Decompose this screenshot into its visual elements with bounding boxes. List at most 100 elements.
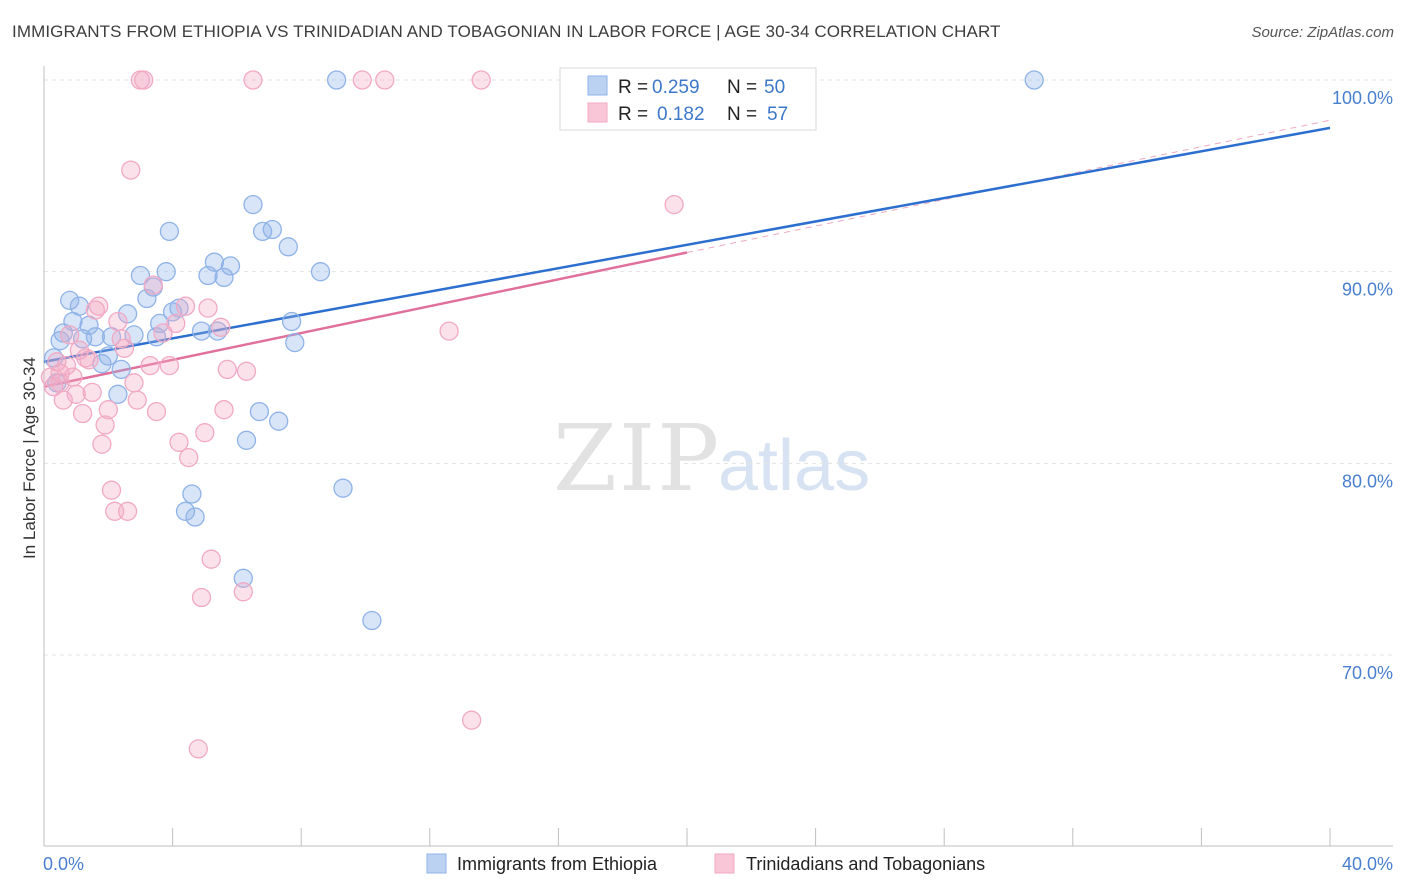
- point-ethiopia: [236, 430, 257, 450]
- watermark-atlas: atlas: [718, 426, 870, 506]
- point-trinidad: [89, 296, 109, 316]
- point-trinidad: [117, 501, 138, 521]
- point-trinidad: [169, 432, 189, 452]
- point-trinidad: [56, 355, 77, 376]
- point-trinidad: [188, 739, 208, 759]
- point-ethiopia: [262, 219, 282, 240]
- point-ethiopia: [233, 568, 253, 588]
- point-ethiopia: [60, 290, 80, 311]
- legend-r-label-2: R =: [618, 104, 653, 125]
- trend-line-ethiopia: [43, 126, 1331, 363]
- point-trinidad: [92, 434, 112, 454]
- watermark-zip: ZIP: [553, 405, 721, 512]
- y-tick-label-80: 80.0%: [1342, 471, 1393, 491]
- y-tick-label-70: 70.0%: [1342, 663, 1393, 683]
- point-trinidad: [175, 296, 196, 316]
- point-ethiopia: [124, 325, 144, 345]
- point-trinidad: [98, 400, 118, 420]
- point-trinidad: [352, 70, 372, 90]
- legend-swatch-trinidad: [587, 102, 608, 123]
- point-trinidad: [153, 323, 173, 343]
- stats-legend: R = 0.259 N = 50 R = 0.182 N = 57: [559, 67, 817, 131]
- point-ethiopia: [98, 346, 118, 366]
- point-trinidad: [198, 298, 218, 318]
- x-tick-label-min: 0.0%: [43, 854, 84, 874]
- point-trinidad: [50, 373, 70, 393]
- point-ethiopia: [69, 296, 90, 316]
- point-trinidad: [76, 348, 96, 368]
- point-ethiopia: [285, 332, 305, 353]
- y-tick-label-90: 90.0%: [1342, 280, 1393, 300]
- y-tick-label-100: 100.0%: [1332, 88, 1393, 108]
- point-ethiopia: [117, 304, 138, 324]
- point-ethiopia: [156, 262, 176, 282]
- point-trinidad: [127, 390, 147, 410]
- legend-n-value-1: 50: [764, 77, 785, 98]
- bottom-legend-swatch-trinidad: [714, 853, 735, 874]
- legend-r-label-1: R =: [618, 77, 653, 98]
- point-trinidad: [191, 587, 212, 608]
- x-tick-label-max: 40.0%: [1342, 854, 1393, 874]
- point-trinidad: [214, 400, 234, 420]
- data-points: [40, 70, 1044, 759]
- point-ethiopia: [185, 507, 205, 527]
- point-trinidad: [101, 480, 122, 500]
- point-ethiopia: [111, 359, 131, 380]
- chart-title: IMMIGRANTS FROM ETHIOPIA VS TRINIDADIAN …: [12, 22, 1001, 41]
- point-trinidad: [375, 70, 395, 90]
- point-ethiopia: [220, 256, 241, 276]
- point-ethiopia: [252, 221, 273, 242]
- point-trinidad: [108, 311, 128, 332]
- point-ethiopia: [310, 262, 331, 282]
- point-trinidad: [121, 160, 141, 180]
- point-ethiopia: [85, 327, 106, 347]
- point-ethiopia: [214, 267, 234, 288]
- point-ethiopia: [191, 321, 212, 341]
- point-ethiopia: [269, 411, 289, 431]
- axes: [43, 66, 1393, 847]
- point-trinidad: [233, 582, 253, 602]
- point-trinidad: [211, 317, 231, 337]
- point-trinidad: [66, 384, 86, 404]
- legend-n-label-1: N =: [727, 77, 762, 98]
- point-trinidad: [471, 70, 491, 90]
- legend-swatch-ethiopia: [587, 75, 608, 96]
- point-trinidad: [47, 352, 67, 372]
- point-trinidad: [461, 710, 482, 730]
- point-ethiopia: [249, 401, 270, 422]
- point-ethiopia: [182, 484, 202, 504]
- point-trinidad: [179, 447, 199, 468]
- point-ethiopia: [159, 221, 180, 242]
- source-credit: Source: ZipAtlas.com: [1251, 24, 1394, 41]
- point-trinidad: [195, 423, 215, 443]
- bottom-legend-swatch-ethiopia: [426, 853, 447, 874]
- point-trinidad: [111, 329, 131, 349]
- trend-line-trinidad: [43, 251, 688, 388]
- point-trinidad: [82, 382, 102, 403]
- point-ethiopia: [175, 501, 196, 521]
- point-trinidad: [243, 70, 263, 90]
- point-ethiopia: [204, 252, 225, 272]
- legend-r-value-1: 0.259: [652, 77, 700, 98]
- point-trinidad: [140, 355, 160, 376]
- point-ethiopia: [278, 237, 298, 257]
- point-trinidad: [201, 549, 221, 569]
- point-trinidad: [79, 350, 99, 370]
- legend-r-value-2: 0.182: [657, 104, 705, 125]
- point-ethiopia: [243, 194, 263, 215]
- point-ethiopia: [130, 265, 151, 286]
- point-trinidad: [95, 415, 115, 435]
- y-axis-title: In Labor Force | Age 30-34: [20, 357, 39, 559]
- point-ethiopia: [362, 610, 382, 631]
- point-trinidad: [134, 70, 154, 90]
- trend-lines: [43, 119, 1331, 388]
- point-trinidad: [72, 403, 93, 424]
- series-legend: Immigrants from Ethiopia Trinidadians an…: [426, 853, 985, 874]
- point-ethiopia: [1024, 70, 1044, 90]
- point-trinidad: [60, 325, 80, 345]
- point-trinidad: [236, 361, 257, 381]
- point-ethiopia: [326, 70, 347, 90]
- point-trinidad: [143, 275, 163, 295]
- point-trinidad: [439, 321, 459, 341]
